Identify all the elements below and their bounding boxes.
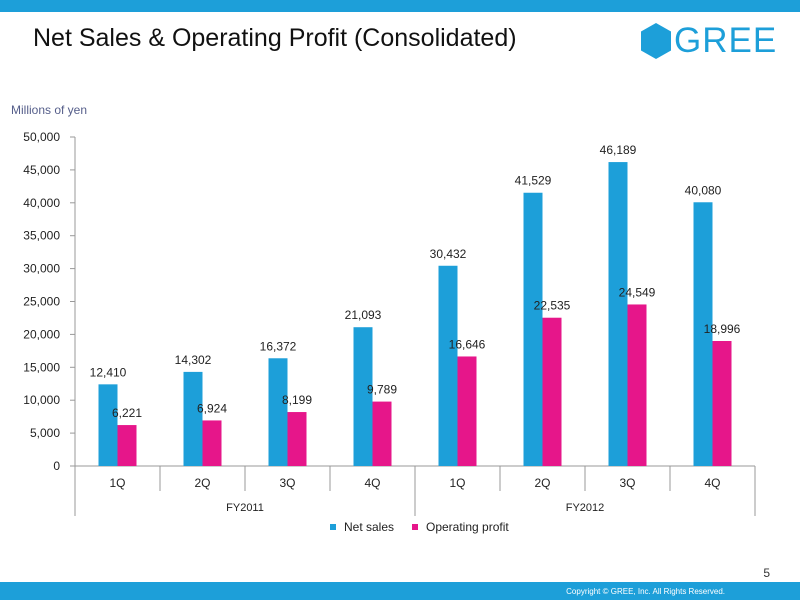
operating-profit-value-label: 18,996 — [704, 322, 741, 336]
operating-profit-value-label: 8,199 — [282, 393, 312, 407]
operating-profit-bar — [202, 420, 222, 466]
legend-label-operating-profit: Operating profit — [426, 520, 509, 534]
legend-swatch-operating-profit — [412, 524, 418, 530]
net-sales-value-label: 16,372 — [260, 339, 297, 353]
y-tick-label: 20,000 — [23, 327, 60, 341]
operating-profit-value-label: 6,924 — [197, 401, 227, 415]
operating-profit-bar — [372, 401, 392, 466]
slide-title: Net Sales & Operating Profit (Consolidat… — [33, 24, 517, 52]
y-tick-label: 30,000 — [23, 262, 60, 276]
operating-profit-bar — [117, 425, 137, 466]
operating-profit-bar — [712, 341, 732, 466]
y-axis-label: Millions of yen — [11, 103, 87, 117]
net-sales-value-label: 14,302 — [175, 353, 212, 367]
y-tick-label: 10,000 — [23, 393, 60, 407]
page-number: 5 — [763, 566, 770, 580]
y-tick-label: 45,000 — [23, 163, 60, 177]
category-label: 3Q — [279, 476, 295, 490]
net-sales-value-label: 21,093 — [345, 308, 382, 322]
net-sales-bar — [438, 265, 458, 466]
category-label: 1Q — [449, 476, 465, 490]
operating-profit-value-label: 24,549 — [619, 285, 656, 299]
logo-text: GREE — [674, 21, 778, 60]
operating-profit-bar — [627, 304, 647, 466]
y-tick-label: 0 — [53, 459, 60, 473]
category-label: 4Q — [704, 476, 720, 490]
y-tick-label: 25,000 — [23, 295, 60, 309]
operating-profit-value-label: 6,221 — [112, 406, 142, 420]
y-tick-label: 50,000 — [23, 130, 60, 144]
gree-logo: GREE — [640, 21, 778, 62]
category-label: 3Q — [619, 476, 635, 490]
group-label: FY2012 — [566, 502, 605, 514]
net-sales-bar — [353, 327, 373, 466]
net-sales-bar — [693, 202, 713, 466]
operating-profit-bar — [542, 317, 562, 466]
sales-profit-chart: Millions of yen 0 5,000 10,000 15,000 20,000 2… — [11, 103, 756, 534]
net-sales-bar — [523, 192, 543, 466]
y-tick-label: 15,000 — [23, 360, 60, 374]
hexagon-logo-icon — [641, 23, 671, 59]
net-sales-value-label: 46,189 — [600, 143, 637, 157]
net-sales-bar — [98, 384, 118, 466]
copyright-text: Copyright © GREE, Inc. All Rights Reserv… — [566, 587, 725, 596]
legend-label-net-sales: Net sales — [344, 520, 394, 534]
net-sales-value-label: 12,410 — [90, 365, 127, 379]
net-sales-value-label: 30,432 — [430, 247, 467, 261]
operating-profit-value-label: 16,646 — [449, 337, 486, 351]
operating-profit-bar — [457, 356, 477, 466]
net-sales-value-label: 41,529 — [515, 174, 552, 188]
legend-swatch-net-sales — [330, 524, 336, 530]
net-sales-value-label: 40,080 — [685, 183, 722, 197]
net-sales-bar — [183, 371, 203, 466]
category-label: 2Q — [534, 476, 550, 490]
net-sales-bar — [608, 162, 628, 466]
y-tick-label: 35,000 — [23, 229, 60, 243]
net-sales-bar — [268, 358, 288, 466]
y-tick-label: 40,000 — [23, 196, 60, 210]
operating-profit-bar — [287, 412, 307, 466]
y-tick-label: 5,000 — [30, 426, 60, 440]
category-label: 2Q — [194, 476, 210, 490]
operating-profit-value-label: 9,789 — [367, 383, 397, 397]
category-label: 4Q — [364, 476, 380, 490]
category-label: 1Q — [109, 476, 125, 490]
group-label: FY2011 — [226, 502, 264, 514]
top-accent-bar — [0, 0, 800, 12]
operating-profit-value-label: 22,535 — [534, 299, 571, 313]
bottom-accent-bar — [0, 582, 800, 600]
